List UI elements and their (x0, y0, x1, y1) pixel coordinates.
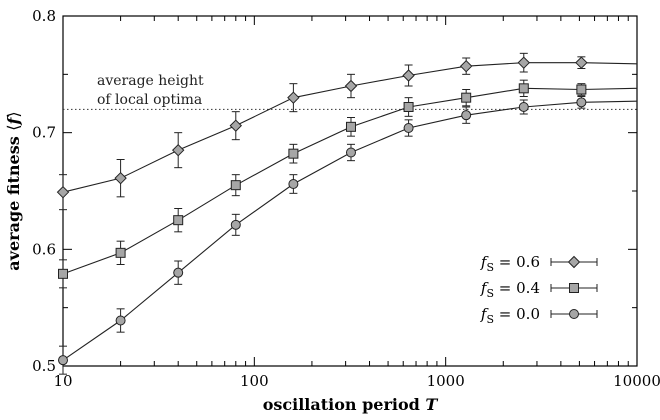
legend-marker (569, 309, 579, 319)
data-point (288, 179, 299, 189)
data-point (115, 247, 126, 258)
data-point (576, 84, 587, 95)
series-line (62, 87, 638, 275)
legend-marker (569, 283, 579, 293)
data-point (173, 215, 184, 226)
y-axis-title: average fitness ⟨f⟩ (4, 111, 23, 270)
data-point (230, 219, 241, 230)
x-axis-title: oscillation period T (263, 395, 439, 414)
legend-label: fS = 0.0 (480, 305, 540, 326)
y-tick-label: 0.8 (32, 7, 56, 25)
data-point (518, 102, 529, 112)
data-point (56, 185, 70, 199)
data-point (230, 180, 241, 191)
data-point (344, 79, 358, 93)
series-diamond (56, 52, 638, 211)
series-circle (58, 96, 638, 375)
data-point (402, 69, 415, 82)
data-point (576, 97, 587, 108)
data-point (517, 56, 530, 69)
data-point (58, 355, 68, 366)
data-point (459, 59, 473, 73)
reference-label-line2: of local optima (97, 92, 202, 108)
x-tick-label: 1000 (427, 372, 465, 390)
data-point (173, 267, 184, 278)
data-point (403, 102, 414, 112)
legend-marker (567, 255, 581, 269)
y-tick-label: 0.5 (32, 357, 56, 375)
y-tick-label: 0.6 (32, 240, 56, 258)
data-point (461, 92, 472, 103)
y-tick-label: 0.7 (32, 124, 56, 142)
data-point (229, 119, 242, 132)
data-point (403, 123, 414, 133)
series-layer (56, 52, 638, 375)
series-square (58, 79, 638, 289)
data-point (114, 171, 127, 185)
x-tick-label: 100 (240, 372, 269, 390)
data-point (287, 91, 300, 104)
reference-label-line1: average height (97, 73, 204, 89)
x-tick-label: 10 (53, 372, 72, 390)
axis-ticks: 0.5 0.6 0.7 0.8 10 100 1000 10000 (32, 7, 660, 390)
data-point (575, 56, 588, 69)
data-point (171, 143, 185, 157)
data-point (518, 83, 529, 94)
data-point (345, 121, 356, 132)
x-tick-label: 10000 (613, 372, 660, 390)
legend-label: fS = 0.6 (480, 253, 540, 274)
data-point (345, 147, 356, 158)
data-point (461, 110, 472, 121)
data-point (115, 315, 126, 326)
series-line (62, 100, 638, 361)
legend-label: fS = 0.4 (480, 279, 540, 300)
data-point (288, 148, 299, 159)
data-point (58, 268, 68, 279)
legend: fS = 0.6 fS = 0.4 fS = 0.0 (480, 253, 598, 326)
